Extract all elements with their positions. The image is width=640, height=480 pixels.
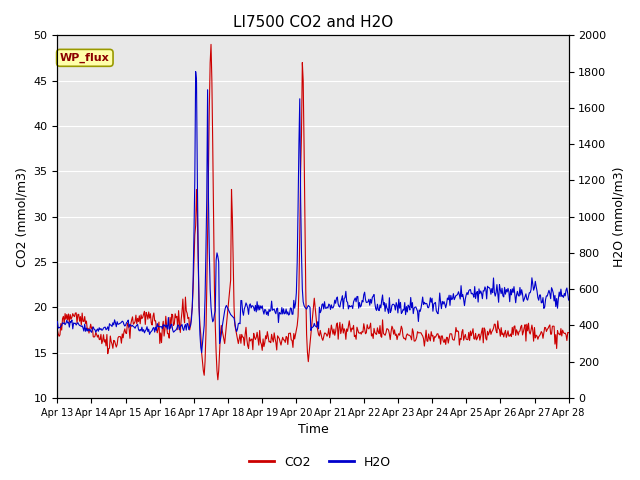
Y-axis label: CO2 (mmol/m3): CO2 (mmol/m3): [15, 167, 28, 266]
Y-axis label: H2O (mmol/m3): H2O (mmol/m3): [612, 167, 625, 267]
X-axis label: Time: Time: [298, 423, 328, 436]
Title: LI7500 CO2 and H2O: LI7500 CO2 and H2O: [233, 15, 393, 30]
Text: WP_flux: WP_flux: [60, 53, 109, 63]
Legend: CO2, H2O: CO2, H2O: [244, 451, 396, 474]
